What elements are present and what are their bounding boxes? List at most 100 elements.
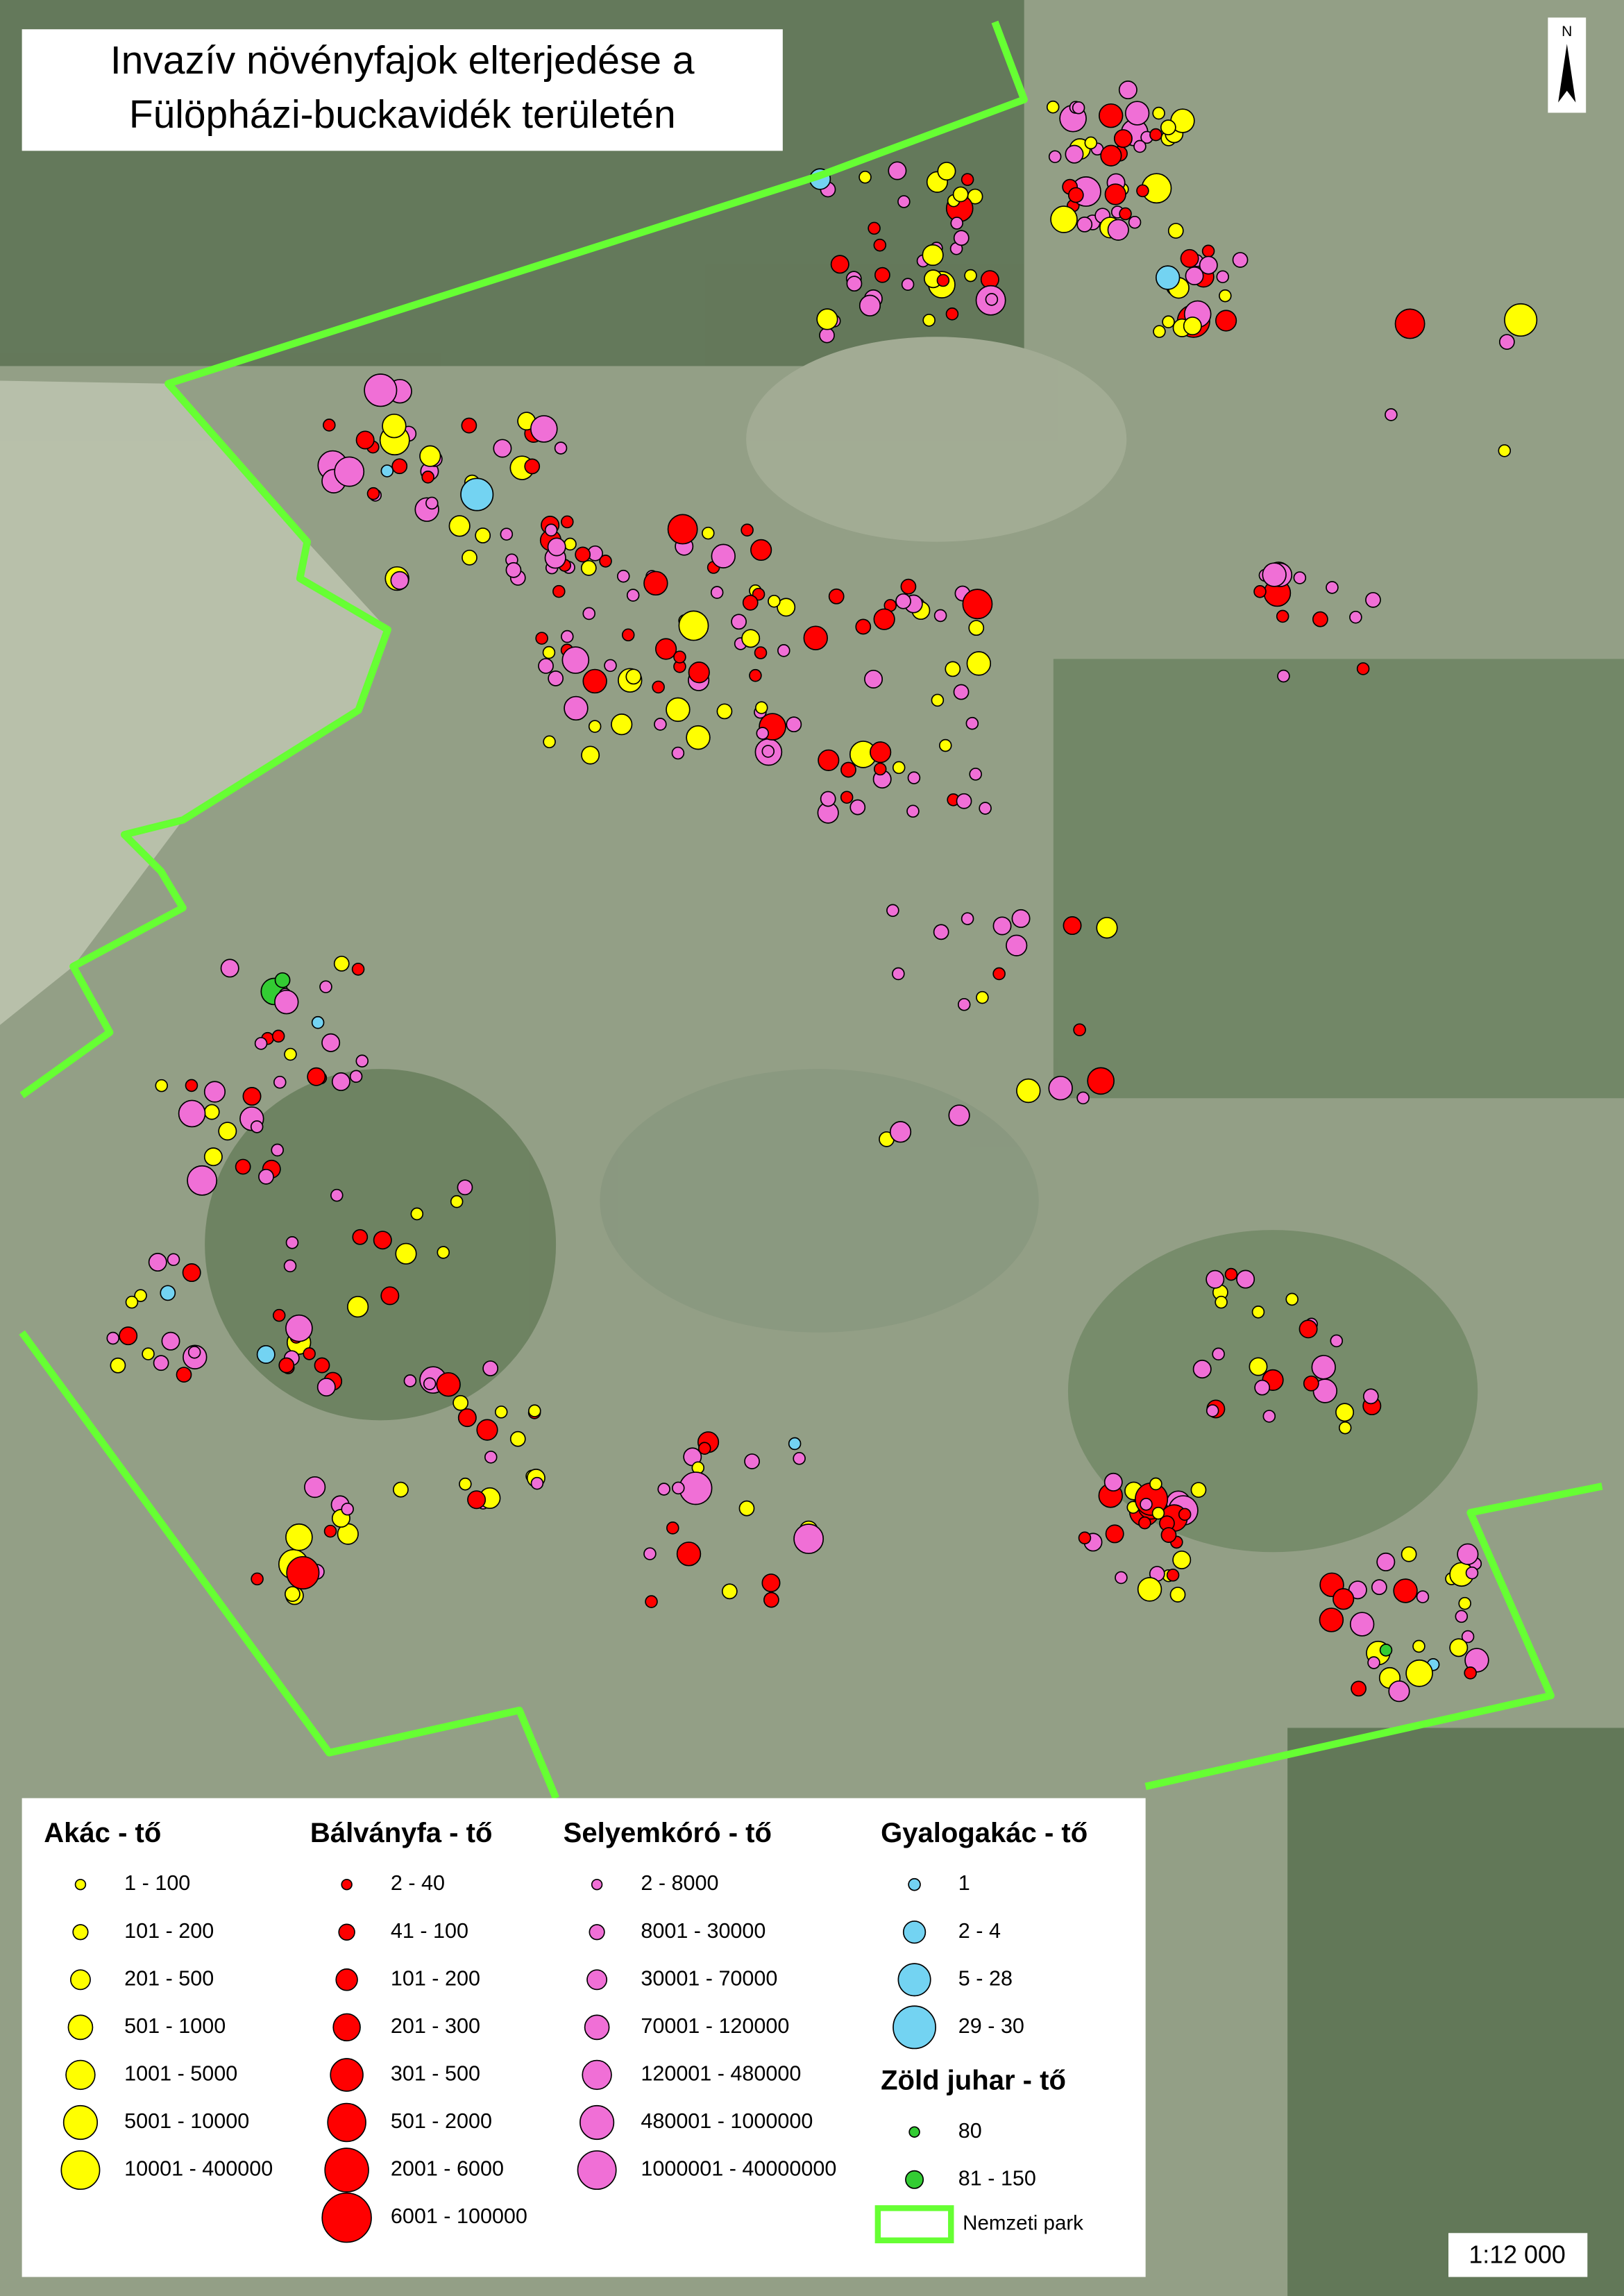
occurrence-point: [155, 1079, 169, 1092]
occurrence-point: [750, 539, 772, 562]
legend-symbol: [69, 1969, 91, 1991]
legend-item: 480001 - 1000000: [641, 2109, 813, 2133]
legend-item: 80: [958, 2119, 982, 2143]
boundary-swatch: [874, 2205, 954, 2244]
occurrence-point: [1078, 1531, 1092, 1545]
occurrence-point: [1160, 1527, 1177, 1543]
occurrence-point: [710, 586, 724, 599]
occurrence-point: [952, 186, 969, 203]
occurrence-point: [380, 464, 394, 478]
occurrence-point: [965, 716, 979, 730]
occurrence-point: [1096, 917, 1118, 939]
occurrence-point: [1149, 1477, 1162, 1491]
occurrence-point: [452, 1394, 469, 1411]
occurrence-point: [1504, 303, 1538, 337]
occurrence-point: [1113, 129, 1133, 149]
occurrence-point: [554, 441, 568, 455]
occurrence-point: [1464, 1666, 1477, 1680]
occurrence-point: [1105, 1524, 1124, 1544]
occurrence-point: [1076, 1091, 1090, 1105]
occurrence-point: [742, 594, 759, 611]
occurrence-point: [220, 959, 239, 978]
occurrence-point: [1185, 266, 1204, 285]
occurrence-point: [1133, 140, 1147, 153]
occurrence-point: [505, 562, 522, 578]
occurrence-point: [968, 620, 985, 636]
occurrence-point: [1119, 207, 1132, 221]
legend-symbol: [335, 1968, 358, 1991]
legend-item: 1000001 - 40000000: [641, 2157, 836, 2181]
occurrence-point: [403, 1374, 417, 1387]
occurrence-point: [816, 308, 838, 330]
occurrence-point: [1299, 1319, 1318, 1339]
occurrence-point: [1046, 100, 1060, 114]
occurrence-point: [761, 745, 775, 758]
occurrence-point: [548, 670, 564, 686]
occurrence-point: [892, 761, 906, 775]
legend-symbol: [908, 1877, 921, 1891]
legend-symbol: [580, 2104, 615, 2141]
occurrence-point: [961, 912, 974, 925]
title-line: Invazív növényfajok elterjedése a: [110, 38, 695, 83]
occurrence-point: [319, 980, 332, 994]
occurrence-point: [1253, 585, 1267, 598]
occurrence-point: [1087, 1067, 1115, 1095]
legend-item: 2 - 4: [958, 1919, 1001, 1943]
occurrence-point: [1356, 662, 1370, 675]
occurrence-point: [741, 629, 761, 648]
occurrence-point: [1118, 81, 1137, 100]
occurrence-point: [524, 458, 541, 475]
occurrence-point: [907, 771, 921, 784]
legend-item: 501 - 1000: [124, 2014, 226, 2038]
occurrence-point: [945, 661, 961, 677]
occurrence-point: [462, 549, 477, 566]
legend-item: 29 - 30: [958, 2014, 1024, 2038]
occurrence-point: [945, 307, 959, 321]
legend-symbol: [893, 2005, 936, 2050]
legend-heading: Zöld juhar - tő: [881, 2066, 1066, 2096]
occurrence-point: [1335, 1403, 1355, 1422]
occurrence-point: [1136, 184, 1149, 198]
occurrence-point: [153, 1355, 169, 1371]
boundary-line: [19, 1330, 559, 1800]
grassland: [746, 337, 1127, 542]
occurrence-point: [873, 762, 887, 776]
occurrence-point: [1362, 1388, 1379, 1405]
occurrence-point: [873, 608, 895, 630]
occurrence-point: [1153, 325, 1166, 338]
occurrence-point: [176, 1367, 192, 1383]
occurrence-point: [148, 1253, 167, 1272]
occurrence-point: [561, 515, 574, 529]
legend: Akác - tő 1 - 100 101 - 200 201 - 500 501 - …: [44, 1818, 1088, 2243]
occurrence-point: [187, 1346, 201, 1359]
occurrence-point: [922, 244, 944, 267]
legend-symbol: [586, 1969, 608, 1991]
occurrence-point: [316, 1378, 336, 1397]
occurrence-point: [110, 1357, 126, 1374]
occurrence-point: [448, 515, 471, 537]
occurrence-point: [922, 314, 936, 327]
occurrence-point: [1498, 444, 1512, 457]
park-boundary: [19, 20, 1603, 1800]
occurrence-point: [1199, 255, 1218, 275]
legend-symbol: [584, 2014, 610, 2041]
occurrence-point: [846, 276, 863, 292]
occurrence-point: [1212, 1347, 1225, 1361]
occurrence-point: [931, 693, 945, 707]
occurrence-point: [956, 793, 972, 809]
occurrence-point: [271, 1029, 285, 1043]
occurrence-point: [334, 456, 365, 487]
occurrence-point: [777, 644, 790, 657]
occurrence-point: [874, 267, 890, 283]
occurrence-point: [985, 293, 999, 306]
occurrence-point: [754, 701, 768, 714]
occurrence-point: [1351, 1680, 1367, 1697]
occurrence-point: [1149, 128, 1162, 142]
forest: [1053, 659, 1624, 1099]
boundary-line: [19, 20, 1028, 1099]
legend-item: 301 - 500: [391, 2062, 480, 2086]
occurrence-point: [382, 413, 407, 439]
occurrence-point: [1104, 183, 1126, 205]
occurrence-point: [966, 651, 992, 676]
